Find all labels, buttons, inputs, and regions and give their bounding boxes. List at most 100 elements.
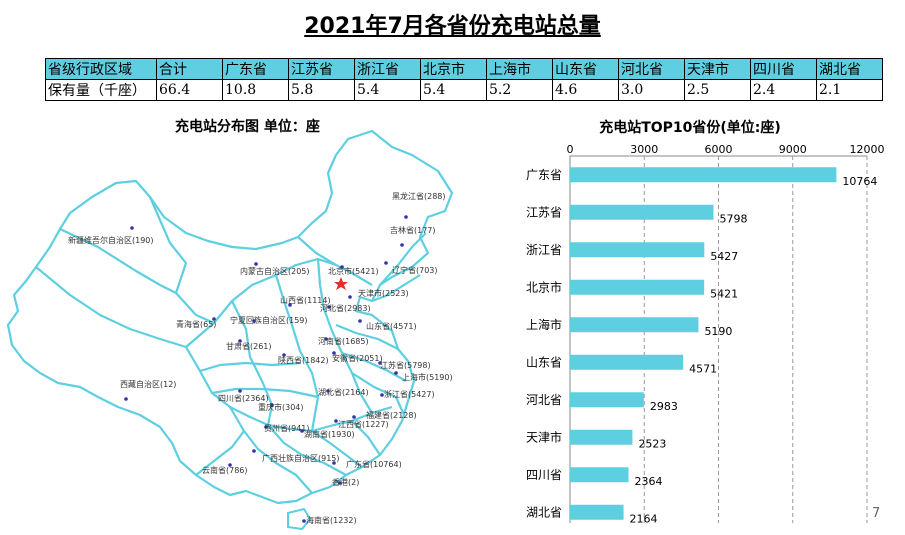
summary-header-cell: 广东省 — [222, 58, 289, 80]
x-tick-label: 12000 — [850, 143, 885, 156]
map-location-dot — [340, 265, 344, 269]
map-location-dot — [212, 317, 216, 321]
value-label: 5798 — [720, 212, 748, 225]
summary-header-cell: 山东省 — [552, 58, 619, 80]
summary-value-row: 保有量（千座） 66.4 10.8 5.8 5.4 5.4 5.2 4.6 3.0 2.5 2.4 2… — [45, 79, 883, 101]
category-label: 上海市 — [526, 317, 562, 332]
summary-header-cell: 北京市 — [420, 58, 487, 80]
map-location-dot — [124, 397, 128, 401]
map-location-dot — [252, 449, 256, 453]
map-province-label: 重庆市(304) — [258, 402, 304, 412]
chart-x-ticks: 0 3000 6000 9000 12000 — [567, 143, 885, 156]
x-tick-label: 0 — [567, 143, 574, 156]
bar — [570, 242, 705, 258]
summary-header-cell: 浙江省 — [354, 58, 421, 80]
map-location-dot — [334, 419, 338, 423]
map-province-label: 黑龙江省(288) — [392, 191, 446, 201]
map-province-label: 河南省(1685) — [318, 336, 369, 346]
map-location-dot — [327, 305, 331, 309]
map-location-dot — [254, 262, 258, 266]
chart-bars — [570, 167, 837, 520]
map-province-label: 湖南省(1930) — [304, 429, 355, 439]
x-tick-label: 6000 — [705, 143, 733, 156]
map-location-dot — [380, 393, 384, 397]
map-province-label: 天津市(2523) — [358, 288, 409, 298]
chart-value-labels: 10764 5798 5427 5421 5190 4571 2983 2523 2364 216… — [630, 175, 878, 523]
summary-header-cell: 合计 — [156, 58, 223, 80]
category-label: 湖北省 — [526, 504, 562, 519]
summary-header-cell: 四川省 — [750, 58, 817, 80]
summary-table: 省级行政区域 合计 广东省 江苏省 浙江省 北京市 上海市 山东省 河北省 天津市 四川省 湖北省 保… — [45, 58, 883, 101]
category-label: 四川省 — [526, 468, 562, 482]
map-location-dot — [238, 389, 242, 393]
summary-header-cell: 天津市 — [684, 58, 751, 80]
map-province-label: 辽宁省(703) — [392, 265, 438, 275]
value-label: 5190 — [704, 325, 732, 338]
map-province-label: 浙江省(5427) — [384, 389, 435, 399]
map-province-label: 上海市(5190) — [402, 372, 453, 382]
summary-value-cell: 5.4 — [420, 79, 487, 101]
map-location-dot — [300, 429, 304, 433]
bar — [570, 392, 644, 408]
map-location-dot — [302, 519, 306, 523]
summary-value-cell: 2.4 — [750, 79, 817, 101]
x-tick-label: 9000 — [779, 143, 807, 156]
map-province-label: 福建省(2128) — [366, 410, 417, 420]
hainan-island — [287, 507, 312, 531]
map-location-dot — [400, 243, 404, 247]
map-province-label: 云南省(786) — [202, 465, 248, 475]
page-title: 2021年7月各省份充电站总量 — [304, 14, 601, 39]
map-labels: 黑龙江省(288) 吉林省(177) 新疆维吾尔自治区(190) 内蒙古自治区(205… — [68, 191, 453, 525]
map-outline — [6, 129, 454, 505]
bar — [570, 204, 714, 220]
map-title: 充电站分布图 单位：座 — [175, 119, 320, 135]
category-label: 北京市 — [526, 279, 562, 294]
map-location-dot — [348, 295, 352, 299]
map-location-dot — [252, 319, 256, 323]
value-label: 4571 — [689, 362, 717, 375]
category-label: 河北省 — [526, 393, 562, 407]
map-province-label: 江西省(1227) — [338, 419, 389, 429]
map-province-label: 河北省(2983) — [320, 303, 371, 313]
map-province-label: 新疆维吾尔自治区(190) — [68, 235, 154, 245]
map-location-dot — [378, 361, 382, 365]
map-location-dot — [358, 319, 362, 323]
value-label: 10764 — [842, 175, 877, 188]
map-location-dot — [228, 463, 232, 467]
chart-title: 充电站TOP10省份(单位:座) — [599, 119, 781, 136]
map-province-label: 山西省(1114) — [280, 295, 331, 305]
category-label: 广东省 — [526, 168, 562, 182]
map-location-dot — [384, 261, 388, 265]
summary-value-cell: 5.8 — [288, 79, 355, 101]
map-location-dot — [332, 351, 336, 355]
summary-value-cell: 4.6 — [552, 79, 619, 101]
map-location-dot — [270, 403, 274, 407]
bar — [570, 504, 624, 520]
map-location-dot — [264, 425, 268, 429]
china-map: 黑龙江省(288) 吉林省(177) 新疆维吾尔自治区(190) 内蒙古自治区(205… — [6, 129, 454, 531]
value-label: 2983 — [650, 400, 678, 413]
bar — [570, 354, 684, 370]
map-province-label: 海南省(1232) — [306, 515, 357, 525]
capital-star-icon — [334, 277, 348, 290]
bar — [570, 429, 633, 445]
map-province-label: 甘肃省(261) — [226, 341, 272, 351]
value-label: 2523 — [638, 437, 666, 450]
map-province-label: 湖北省(2164) — [318, 387, 369, 397]
map-province-label: 广东省(10764) — [346, 459, 402, 469]
map-location-dot — [324, 337, 328, 341]
bar — [570, 167, 837, 183]
category-label: 江苏省 — [526, 205, 562, 219]
page-number: 7 — [872, 506, 881, 521]
summary-value-cell: 2.5 — [684, 79, 751, 101]
map-location-dot — [404, 215, 408, 219]
bar — [570, 467, 629, 483]
summary-value-cell: 10.8 — [222, 79, 289, 101]
map-province-label: 广西壮族自治区(915) — [262, 453, 340, 463]
summary-value-cell: 保有量（千座） — [45, 79, 157, 101]
map-location-dot — [332, 461, 336, 465]
x-tick-label: 3000 — [630, 143, 658, 156]
value-label: 5421 — [710, 287, 738, 300]
map-location-dot — [338, 481, 342, 485]
